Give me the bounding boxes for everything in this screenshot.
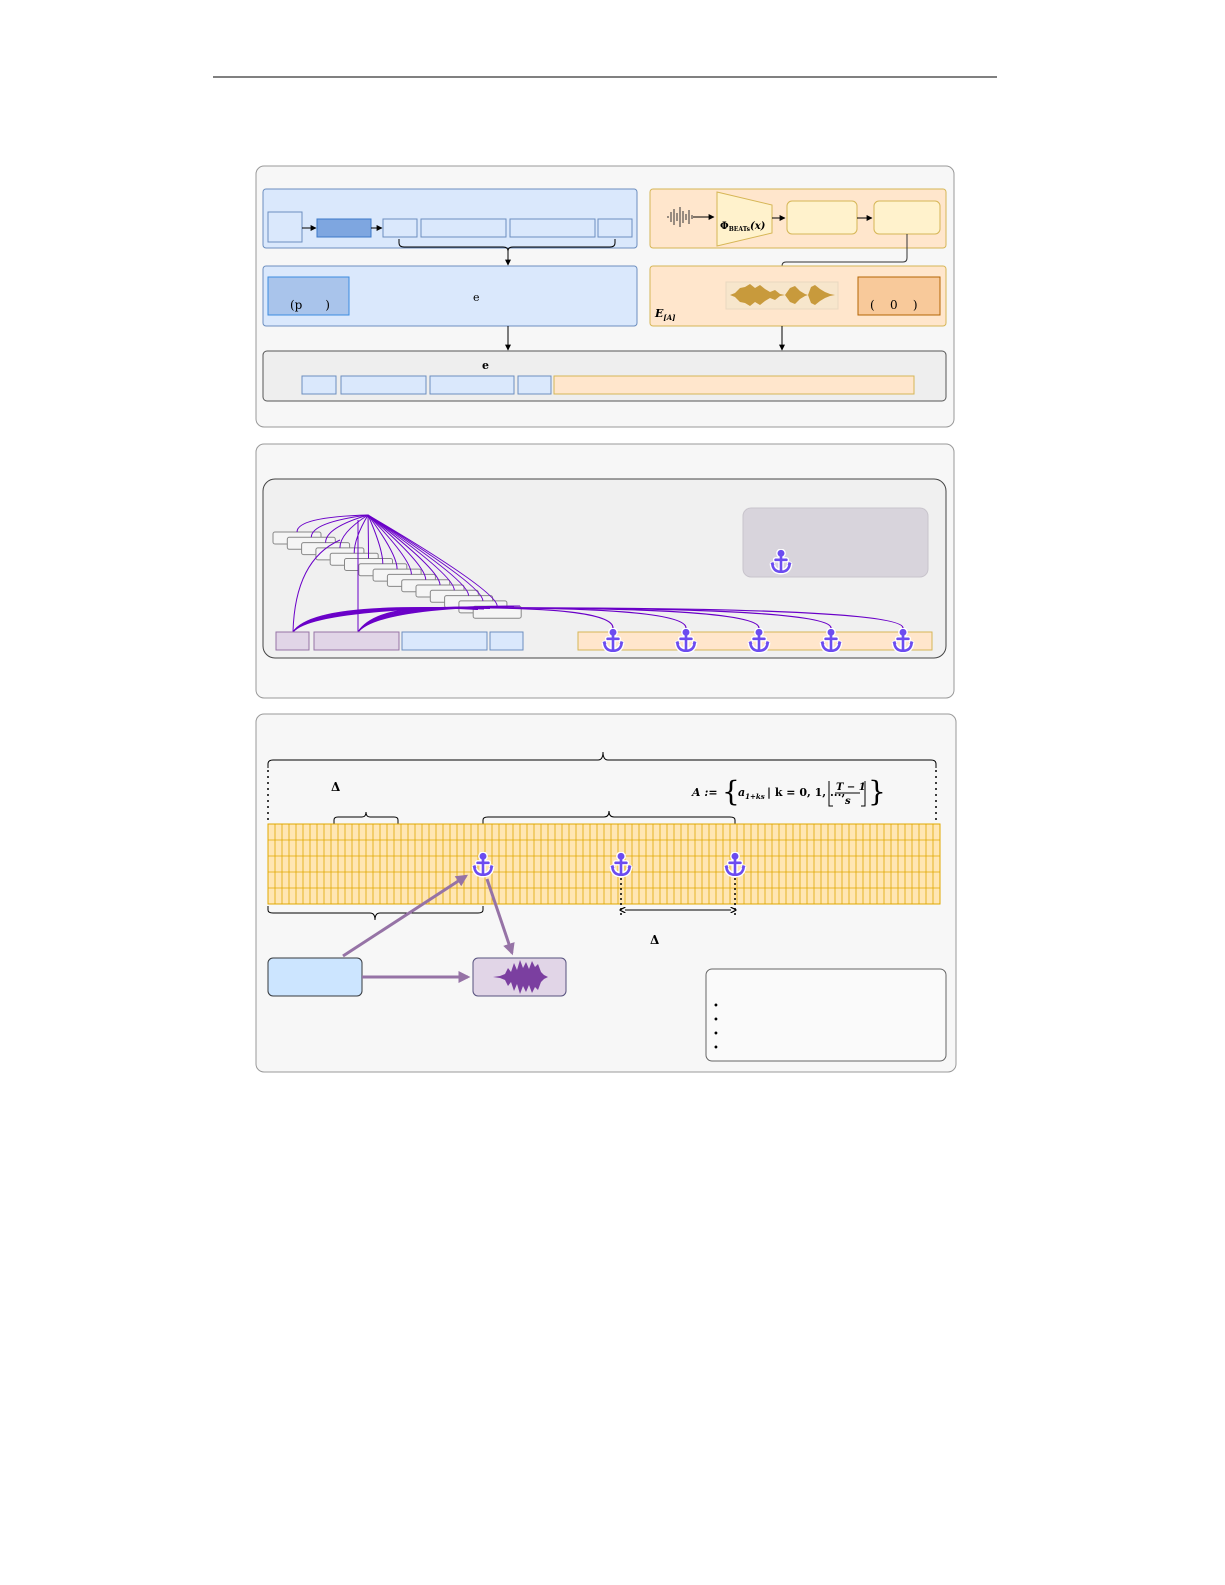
seq-audio-tokens	[553, 375, 915, 395]
attention-curve	[367, 514, 455, 591]
legend-box	[705, 968, 947, 1062]
token-box	[509, 218, 596, 238]
svg-text:| k = 0, 1, ...,: | k = 0, 1, ...,	[767, 786, 845, 799]
legend-bullet: •	[713, 1001, 719, 1012]
attention-curve	[367, 514, 427, 580]
query-box	[267, 957, 363, 997]
seq-token	[517, 375, 552, 395]
legend-bullet: •	[713, 1029, 719, 1040]
seq-token	[401, 631, 488, 651]
seq-token	[429, 375, 515, 395]
prefix-brace	[267, 906, 484, 921]
anchor-legend-box	[742, 507, 929, 578]
prompt-box	[267, 276, 350, 316]
svg-text:s: s	[845, 796, 851, 807]
prompt-box-label: (p )	[290, 298, 330, 312]
waveform	[730, 284, 835, 306]
audio-token-box	[873, 200, 941, 235]
encoder-box	[316, 218, 372, 238]
svg-text:{: {	[722, 775, 740, 808]
combined-title: e	[482, 359, 489, 372]
attention-curve	[367, 514, 369, 559]
attention-curve	[296, 514, 369, 533]
delta-label: Δ	[331, 780, 340, 794]
seq-token	[275, 631, 310, 651]
panel-input-construction: (p ) e ΦBEATs(x) ( 0 ) E[A] e	[255, 165, 955, 428]
anchor-set-formula: A := { a1+ks | k = 0, 1, ..., T − 1 s }	[691, 775, 886, 808]
span-brace	[482, 810, 736, 824]
panel-attention	[255, 443, 955, 699]
anchor-attention-curve	[439, 607, 904, 629]
attention-curve	[325, 514, 369, 543]
token-box	[382, 218, 418, 238]
svg-text:A :=: A :=	[691, 786, 718, 799]
attention-curve	[367, 514, 384, 564]
attention-curve	[310, 514, 369, 538]
attention-curves	[292, 514, 904, 633]
attention-curve	[367, 514, 398, 570]
text-branch-mid	[262, 265, 638, 327]
window-brace	[333, 811, 399, 824]
token-box	[420, 218, 507, 238]
svg-text:T − 1: T − 1	[836, 782, 866, 793]
audio-prompt-label: ( 0 )	[870, 298, 918, 312]
audio-token-grid	[267, 823, 941, 905]
seq-token	[340, 375, 427, 395]
attention-curve	[339, 514, 369, 548]
beats-encoder	[716, 191, 773, 247]
attention-curve	[367, 514, 441, 586]
audio-prompt-box	[857, 276, 941, 316]
panel-anchors: Δ A := { a1+ks | k = 0, 1, ..., T − 1 s …	[255, 713, 957, 1073]
attention-curve	[367, 514, 484, 601]
seq-token	[301, 375, 337, 395]
seq-token	[489, 631, 524, 651]
attention-curve	[367, 514, 470, 596]
legend-bullet: •	[713, 1043, 719, 1054]
audio-signal-icon	[667, 207, 693, 227]
audio-feature-box	[786, 200, 858, 235]
svg-text:a1+ks: a1+ks	[738, 786, 765, 801]
text-branch-label: e	[473, 291, 480, 304]
total-brace	[267, 751, 937, 768]
waveform-icon	[493, 960, 548, 994]
seq-token	[313, 631, 400, 651]
embedding-label: E[A]	[654, 307, 676, 322]
stride-delta-label: Δ	[650, 933, 659, 947]
svg-text:}: }	[868, 775, 886, 808]
input-box	[267, 211, 303, 243]
attention-curve	[292, 539, 341, 633]
beats-label: ΦBEATs(x)	[720, 221, 766, 233]
token-box	[597, 218, 633, 238]
attention-curve	[367, 514, 498, 607]
legend-bullet: •	[713, 1015, 719, 1026]
attention-curve	[367, 514, 412, 575]
layer-stack	[272, 531, 522, 619]
